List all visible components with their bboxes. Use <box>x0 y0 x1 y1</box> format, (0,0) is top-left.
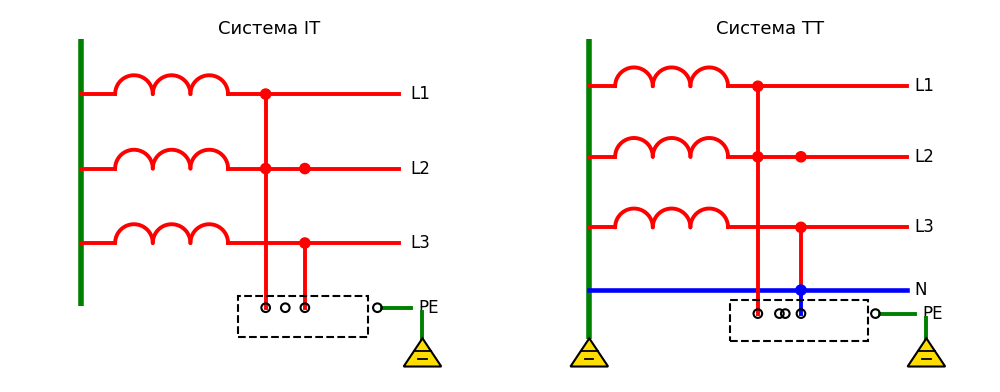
Circle shape <box>261 163 271 174</box>
Text: PE: PE <box>922 305 943 323</box>
Circle shape <box>796 222 806 232</box>
Circle shape <box>300 238 310 248</box>
Bar <box>238 296 368 337</box>
Polygon shape <box>908 338 945 367</box>
Circle shape <box>796 285 806 295</box>
Bar <box>730 300 868 341</box>
Text: L3: L3 <box>915 218 935 236</box>
Text: Система IT: Система IT <box>218 20 321 38</box>
Polygon shape <box>404 338 441 367</box>
Polygon shape <box>570 338 608 367</box>
Text: PE: PE <box>419 299 439 317</box>
Circle shape <box>753 81 763 91</box>
Text: L1: L1 <box>915 77 935 95</box>
Circle shape <box>261 89 271 99</box>
Circle shape <box>753 152 763 162</box>
Text: L2: L2 <box>915 148 935 166</box>
Circle shape <box>796 152 806 162</box>
Circle shape <box>300 163 310 174</box>
Text: L2: L2 <box>411 160 431 178</box>
Text: Система ТТ: Система ТТ <box>716 20 824 38</box>
Text: L3: L3 <box>411 234 431 252</box>
Text: L1: L1 <box>411 85 431 103</box>
Text: N: N <box>915 281 927 299</box>
